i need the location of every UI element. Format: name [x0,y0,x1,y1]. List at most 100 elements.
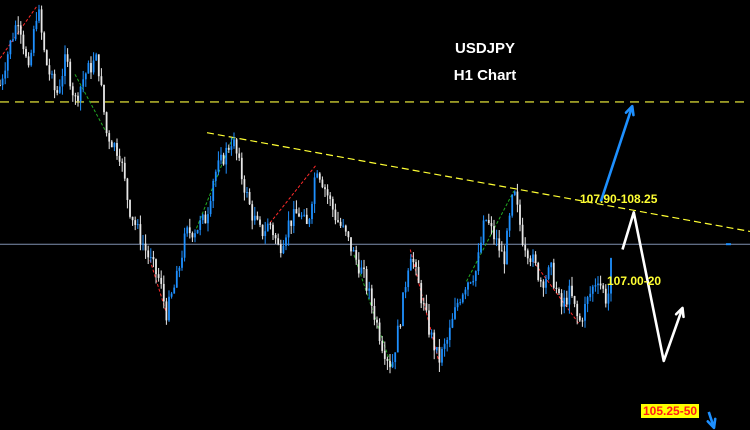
candle-body [79,86,82,102]
candle-body [578,316,581,321]
candle-body [147,250,150,258]
candle-body [508,215,511,231]
candle-body [149,256,152,258]
projection-arrowhead [706,417,717,430]
candle-body [118,155,121,162]
candle-body [602,285,605,289]
candle-body [324,187,326,190]
candle-body [467,282,469,290]
candle-body [589,293,592,298]
trendline-level-label: 107.00-20 [607,274,662,288]
candle-body [0,84,1,86]
candle-body [519,204,521,225]
candle-body [581,320,584,322]
candle-body [183,233,186,258]
candle-body [170,293,173,297]
candle-body [12,39,14,41]
candle-body [66,54,69,62]
candle-body [53,73,56,91]
candle-body [420,283,423,304]
candle-body [155,259,157,275]
candle-body [547,267,550,279]
candle-body [251,204,254,221]
zigzag-segment [0,5,38,59]
candle-body [82,79,85,87]
candle-body [71,86,74,96]
candle-body [240,157,243,180]
candle-body [357,259,360,274]
candle-body [204,214,207,224]
candle-body [298,213,300,217]
candle-body [511,194,514,216]
candle-body [352,250,355,252]
candle-body [61,76,64,87]
candle-body [318,173,321,180]
candle-body [487,220,490,224]
candle-body [399,325,402,327]
candle-body [157,274,160,278]
candle-body [376,319,378,323]
candle-body [19,25,22,35]
zigzag-segment [269,164,317,224]
candle-body [272,224,274,236]
candle-body [558,289,560,294]
candle-body [412,258,415,263]
candle-body [422,303,425,305]
candle-body [534,254,537,263]
projection-path [599,105,634,203]
candle-body [113,143,116,148]
candle-body [526,250,529,259]
candle-body [308,219,311,224]
candles [0,4,612,374]
candle-body [521,224,524,245]
candle-body [417,266,420,284]
zigzag-segment [532,259,580,325]
candle-body [259,219,261,225]
candle-body [103,84,105,113]
candle-body [225,147,228,165]
candle-body [95,54,98,61]
candle-body [30,52,33,66]
candle-body [329,195,332,199]
candle-body [238,153,241,158]
candle-body [303,214,306,216]
candle-body [121,161,124,163]
candle-body [516,191,519,205]
candle-body [404,287,407,293]
candle-body [235,139,238,154]
chart-title: USDJPY [454,40,516,57]
candle-body [295,209,298,214]
candle-body [383,350,386,359]
candle-body [594,285,597,287]
candle-body [334,209,337,221]
candle-body [539,279,542,282]
candle-body [87,63,90,74]
projection-arrows [599,104,717,430]
candle-body [576,303,579,317]
candle-body [321,179,324,188]
candle-body [500,250,503,252]
candle-body [435,346,438,351]
candle-body [459,302,462,304]
candle-body [175,270,178,288]
candle-body [69,61,72,87]
candle-body [126,178,129,200]
candle-body [220,154,222,161]
candle-body [188,227,191,234]
candle-body [32,29,35,53]
candle-body [565,297,568,305]
candle-body [443,343,446,349]
candle-body [591,286,594,294]
candle-body [389,360,391,368]
candle-body [51,73,53,75]
candle-body [552,262,555,288]
candle-body [495,238,498,240]
candle-body [196,229,199,234]
candle-body [407,270,410,288]
candle-body [493,226,495,240]
candle-body [370,288,373,306]
candle-body [456,302,459,308]
candle-body [27,56,30,66]
candle-body [181,257,183,268]
